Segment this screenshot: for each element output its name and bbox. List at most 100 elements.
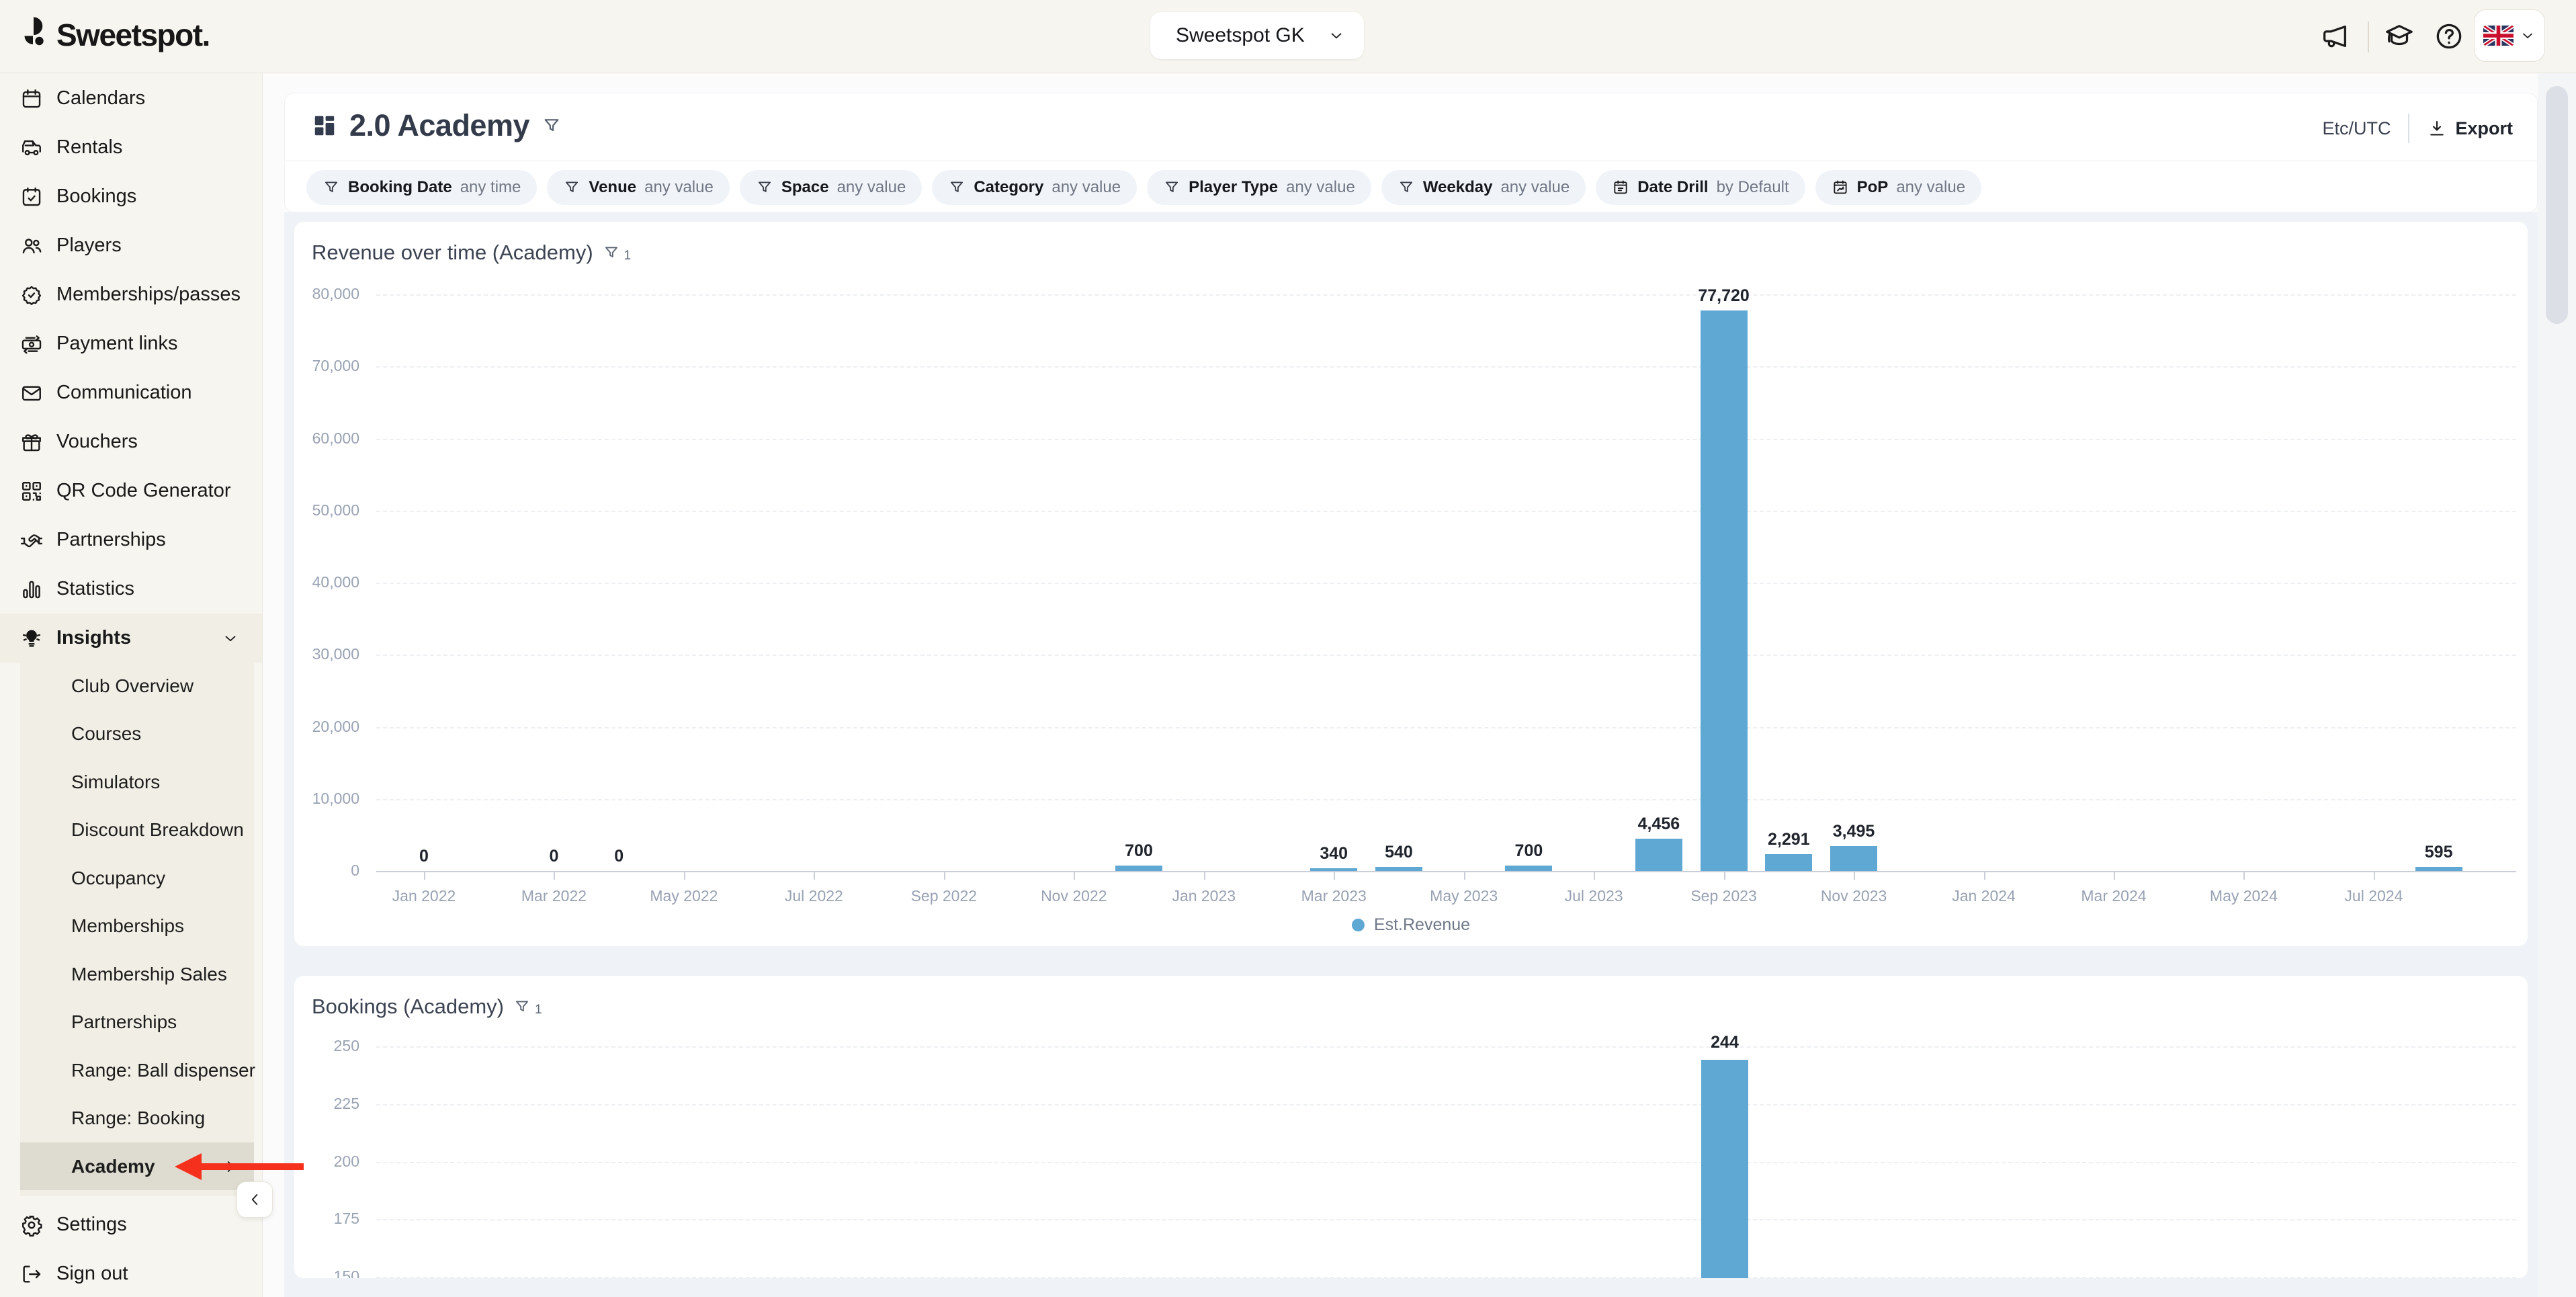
sidebar-subitem-label: Range: Booking: [71, 1107, 206, 1128]
x-tick-label: Jul 2023: [1564, 887, 1623, 905]
filter-chip-player-type[interactable]: Player Type any value: [1147, 170, 1371, 205]
timezone-label[interactable]: Etc/UTC: [2322, 118, 2391, 138]
sidebar-subitem-label: Discount Breakdown: [71, 819, 244, 840]
bar-mar-2023[interactable]: [1310, 868, 1358, 871]
download-icon: [2427, 118, 2447, 138]
sidebar-subitem-club-overview[interactable]: Club Overview: [20, 662, 254, 710]
sidebar-subitem-courses[interactable]: Courses: [20, 710, 254, 758]
sidebar-item-statistics[interactable]: Statistics: [0, 564, 262, 614]
bar-aug-2023[interactable]: [1635, 839, 1682, 871]
sidebar-item-payment-links[interactable]: Payment links: [0, 319, 262, 368]
x-tick-label: May 2024: [2209, 887, 2278, 905]
scrollbar-thumb[interactable]: [2546, 86, 2568, 324]
bar-value-label: 4,456: [1637, 814, 1680, 833]
sidebar-subitem-occupancy[interactable]: Occupancy: [20, 854, 254, 902]
sidebar-subitem-partnerships[interactable]: Partnerships: [20, 999, 254, 1046]
bar-aug-2024[interactable]: [2415, 867, 2462, 871]
header-divider: [2408, 114, 2410, 143]
sidebar-item-insights[interactable]: Insights: [0, 614, 262, 663]
sidebar-item-label: Rentals: [56, 136, 123, 158]
bar-sep-2023[interactable]: [1701, 1060, 1748, 1278]
bar-value-label: 244: [1711, 1033, 1739, 1052]
sidebar-item-calendars[interactable]: Calendars: [0, 74, 262, 123]
filter-chip-venue[interactable]: Venue any value: [547, 170, 730, 205]
bar-value-label: 700: [1125, 841, 1153, 860]
x-axis-tick: [2373, 871, 2375, 880]
sidebar-item-label: Calendars: [56, 87, 146, 109]
bar-value-label: 0: [549, 847, 559, 866]
sidebar-item-bookings[interactable]: Bookings: [0, 172, 262, 221]
y-tick-label: 70,000: [312, 357, 359, 375]
filter-chip-pop[interactable]: PoP any value: [1815, 170, 1982, 205]
topbar-divider: [2368, 22, 2369, 52]
y-tick-label: 80,000: [312, 285, 359, 302]
bar-apr-2023[interactable]: [1375, 867, 1422, 871]
graduation-cap-icon[interactable]: [2384, 21, 2415, 52]
sidebar-item-sign-out[interactable]: Sign out: [0, 1249, 262, 1297]
filter-chip-weekday[interactable]: Weekday any value: [1381, 170, 1586, 205]
sidebar-subitem-range-ball-dispenser[interactable]: Range: Ball dispenser: [20, 1046, 255, 1094]
dashboard-filter-icon[interactable]: [542, 116, 562, 136]
gridline: [376, 294, 2516, 296]
header-actions: Etc/UTC Export: [2322, 114, 2513, 143]
chart-title: Bookings (Academy): [312, 995, 505, 1018]
bar-sep-2023[interactable]: [1700, 310, 1748, 871]
filter-chip-value: any value: [836, 178, 906, 196]
organization-selector[interactable]: Sweetspot GK: [1150, 12, 1364, 59]
app-logo[interactable]: Sweetspot.: [20, 16, 210, 54]
filter-chip-category[interactable]: Category any value: [932, 170, 1137, 205]
megaphone-icon[interactable]: [2319, 21, 2350, 52]
filter-chip-booking-date[interactable]: Booking Date any time: [306, 170, 538, 205]
x-tick-label: Mar 2022: [521, 887, 587, 905]
gridline: [376, 1161, 2516, 1163]
sidebar-subitem-label: Membership Sales: [71, 963, 227, 985]
sidebar-collapse-button[interactable]: [237, 1181, 273, 1218]
filter-chip-date-drill[interactable]: Date Drill by Default: [1596, 170, 1805, 205]
sidebar-item-communication[interactable]: Communication: [0, 368, 262, 417]
chevron-down-icon: [2520, 28, 2536, 44]
banknote-icon: [20, 333, 43, 355]
qr-code-icon: [20, 480, 43, 503]
legend-item-est-revenue[interactable]: Est.Revenue: [1351, 915, 1470, 935]
sidebar-item-label: Insights: [56, 627, 132, 648]
sidebar-subitem-memberships[interactable]: Memberships: [20, 903, 254, 950]
sidebar-item-memberships-passes[interactable]: Memberships/passes: [0, 270, 262, 319]
y-tick-label: 250: [333, 1037, 359, 1054]
sidebar-item-settings[interactable]: Settings: [0, 1200, 262, 1249]
chevron-down-icon: [1328, 27, 1345, 44]
envelope-icon: [20, 382, 43, 405]
bar-value-label: 340: [1320, 844, 1348, 863]
filter-chip-value: any value: [1896, 178, 1966, 196]
sidebar-subitem-membership-sales[interactable]: Membership Sales: [20, 950, 254, 998]
filter-chip-space[interactable]: Space any value: [739, 170, 922, 205]
bar-nov-2023[interactable]: [1830, 846, 1878, 871]
export-button[interactable]: Export: [2427, 118, 2513, 139]
gridline: [376, 1103, 2516, 1105]
chart-filter-icon[interactable]: [603, 244, 620, 261]
calendar-clock-icon: [1612, 179, 1629, 196]
sidebar-item-vouchers[interactable]: Vouchers: [0, 417, 262, 466]
revenue-chart-title-row: Revenue over time (Academy) 1: [312, 241, 631, 265]
y-tick-label: 225: [333, 1094, 359, 1112]
sidebar-subitem-simulators[interactable]: Simulators: [20, 758, 254, 806]
sidebar-subitem-range-booking[interactable]: Range: Booking: [20, 1095, 254, 1142]
bar-jun-2023[interactable]: [1505, 866, 1553, 871]
bar-oct-2023[interactable]: [1765, 854, 1813, 871]
x-tick-label: Sep 2023: [1690, 887, 1757, 905]
gridline: [376, 798, 2516, 800]
gear-icon: [20, 1214, 43, 1237]
badge-check-icon: [20, 284, 43, 306]
top-bar: Sweetspot. Sweetspot GK: [0, 0, 2576, 73]
chart-title: Revenue over time (Academy): [312, 241, 593, 264]
sidebar-item-qr-code-generator[interactable]: QR Code Generator: [0, 466, 262, 515]
language-selector[interactable]: [2474, 9, 2545, 62]
sidebar-item-rentals[interactable]: Rentals: [0, 123, 262, 172]
bar-dec-2022[interactable]: [1115, 866, 1163, 871]
help-icon[interactable]: [2434, 21, 2464, 52]
filter-chip-label: Space: [781, 178, 829, 196]
sidebar-subitem-discount-breakdown[interactable]: Discount Breakdown: [20, 806, 254, 854]
sidebar-item-partnerships[interactable]: Partnerships: [0, 515, 262, 564]
sidebar-item-players[interactable]: Players: [0, 221, 262, 270]
chart-filter-icon[interactable]: [513, 998, 531, 1015]
insights-submenu-background: [20, 663, 254, 1196]
